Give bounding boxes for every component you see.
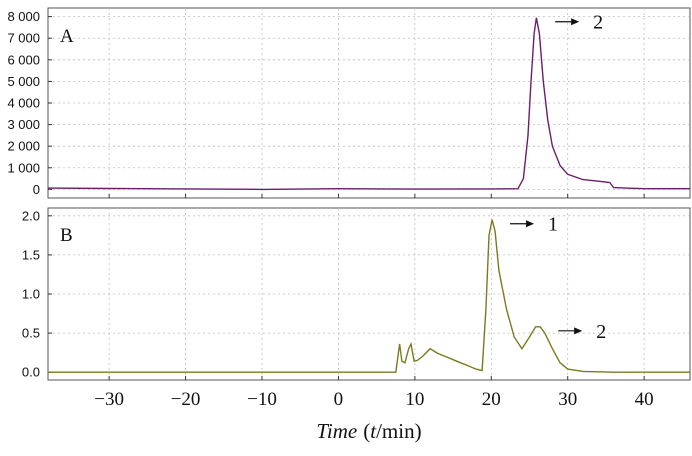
- panel-a-ytick-label-8: 8 000: [7, 9, 40, 24]
- panel-b-y-ticks: 0.0 0.5 1.0 1.5 2.0: [22, 208, 52, 380]
- panel-b-ytick-label-4: 2.0: [22, 208, 40, 223]
- x-tick-label-5: 20: [482, 389, 501, 410]
- panel-a-ytick-label-2: 2 000: [7, 139, 40, 154]
- panel-b-ytick-label-2: 1.0: [22, 287, 40, 302]
- x-tick-label-6: 30: [558, 389, 577, 410]
- panel-b-ytick-label-3: 1.5: [22, 247, 40, 262]
- panel-b-series-line: [48, 219, 690, 373]
- panel-b-annotations: 12: [510, 214, 606, 343]
- panel-a-ytick-label-0: 0: [33, 182, 40, 197]
- x-tick-label-4: 10: [405, 389, 424, 410]
- x-tick-label-1: −20: [171, 389, 201, 410]
- panel-a-series-line: [47, 17, 690, 191]
- panel-a-ann-arrowhead-0: [571, 18, 580, 26]
- x-axis-title: Time (t/min): [316, 419, 421, 443]
- x-axis-title-unit: /min): [376, 419, 422, 443]
- x-axis-title-word: Time: [316, 419, 357, 443]
- x-tick-label-0: −30: [94, 389, 124, 410]
- panel-b-label: B: [60, 225, 73, 246]
- panel-a-ytick-label-5: 5 000: [7, 74, 40, 89]
- panel-a-label: A: [60, 26, 74, 47]
- x-tick-label-7: 40: [635, 389, 654, 410]
- panel-a-ytick-label-6: 6 000: [7, 52, 40, 67]
- panel-a-ytick-label-7: 7 000: [7, 31, 40, 46]
- panel-b-ytick-label-1: 0.5: [22, 326, 40, 341]
- panel-b-ann-arrowhead-0: [526, 220, 535, 228]
- panel-a-y-ticks: 0 1 000 2 000 3 000 4 000 5 000 6 000 7 000 8 00…: [7, 9, 52, 197]
- panel-a-ytick-label-1: 1 000: [7, 160, 40, 175]
- panel-b-grid: [48, 208, 690, 380]
- panel-b-ann-arrowhead-1: [574, 327, 583, 335]
- panel-a-annotations: 2: [555, 12, 603, 34]
- panel-a-ann-label-0: 2: [593, 12, 603, 34]
- panel-a-ytick-label-4: 4 000: [7, 96, 40, 111]
- panel-b-ytick-label-0: 0.0: [22, 365, 40, 380]
- x-tick-label-2: −10: [247, 389, 277, 410]
- panel-b-ann-label-1: 2: [596, 321, 606, 343]
- x-axis-title-var: t: [370, 419, 377, 443]
- x-tick-label-3: 0: [334, 389, 344, 410]
- panel-b-ann-label-0: 1: [548, 214, 558, 236]
- panel-b: 0.00.51.01.52.0 B 12: [22, 207, 691, 381]
- panel-a-ytick-label-3: 3 000: [7, 117, 40, 132]
- panel-a: 0 1 000 2 000 3 000 4 000 5 000 6 000 7 000 8 00…: [7, 7, 691, 199]
- x-axis-title-open: (: [363, 419, 370, 443]
- x-axis-ticks: −30 −20 −10 0 10 20 30 40: [94, 194, 654, 410]
